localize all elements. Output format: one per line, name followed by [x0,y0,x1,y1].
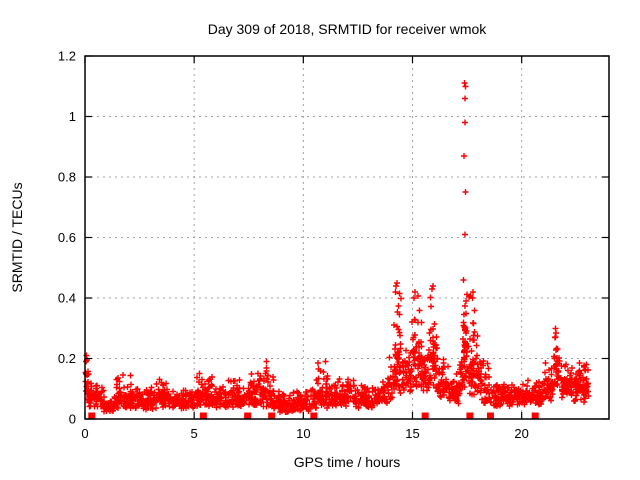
scatter-plus-markers [82,80,592,415]
x-tick-label: 20 [514,426,528,441]
zero-square-marker [199,412,207,420]
y-tick-label: 1.2 [58,49,76,64]
zero-square-marker [466,412,474,420]
x-axis-label: GPS time / hours [294,454,401,470]
data-points-layer [82,80,592,415]
zero-square-marker [421,412,429,420]
chart-title: Day 309 of 2018, SRMTID for receiver wmo… [208,21,488,37]
zero-markers-layer [88,412,539,420]
x-tick-label: 10 [296,426,310,441]
y-tick-label: 0.8 [58,170,76,185]
y-tick-label: 0.6 [58,230,76,245]
grid-layer [85,56,609,419]
x-tick-label: 15 [405,426,419,441]
x-tick-label: 0 [81,426,88,441]
zero-square-marker [244,412,252,420]
zero-square-marker [486,412,494,420]
zero-square-marker [531,412,539,420]
y-tick-label: 0.2 [58,351,76,366]
y-axis-label: SRMTID / TECUs [9,182,25,292]
zero-square-marker [88,412,96,420]
y-tick-label: 1 [69,109,76,124]
zero-square-marker [268,412,276,420]
tick-labels: 0 5 10 15 20 0 0.2 0.4 0.6 0.8 1 1.2 [58,49,529,442]
axis-ticks [84,55,609,420]
y-tick-label: 0.4 [58,291,76,306]
zero-square-marker [310,412,318,420]
y-tick-label: 0 [69,412,76,427]
x-tick-label: 5 [191,426,198,441]
